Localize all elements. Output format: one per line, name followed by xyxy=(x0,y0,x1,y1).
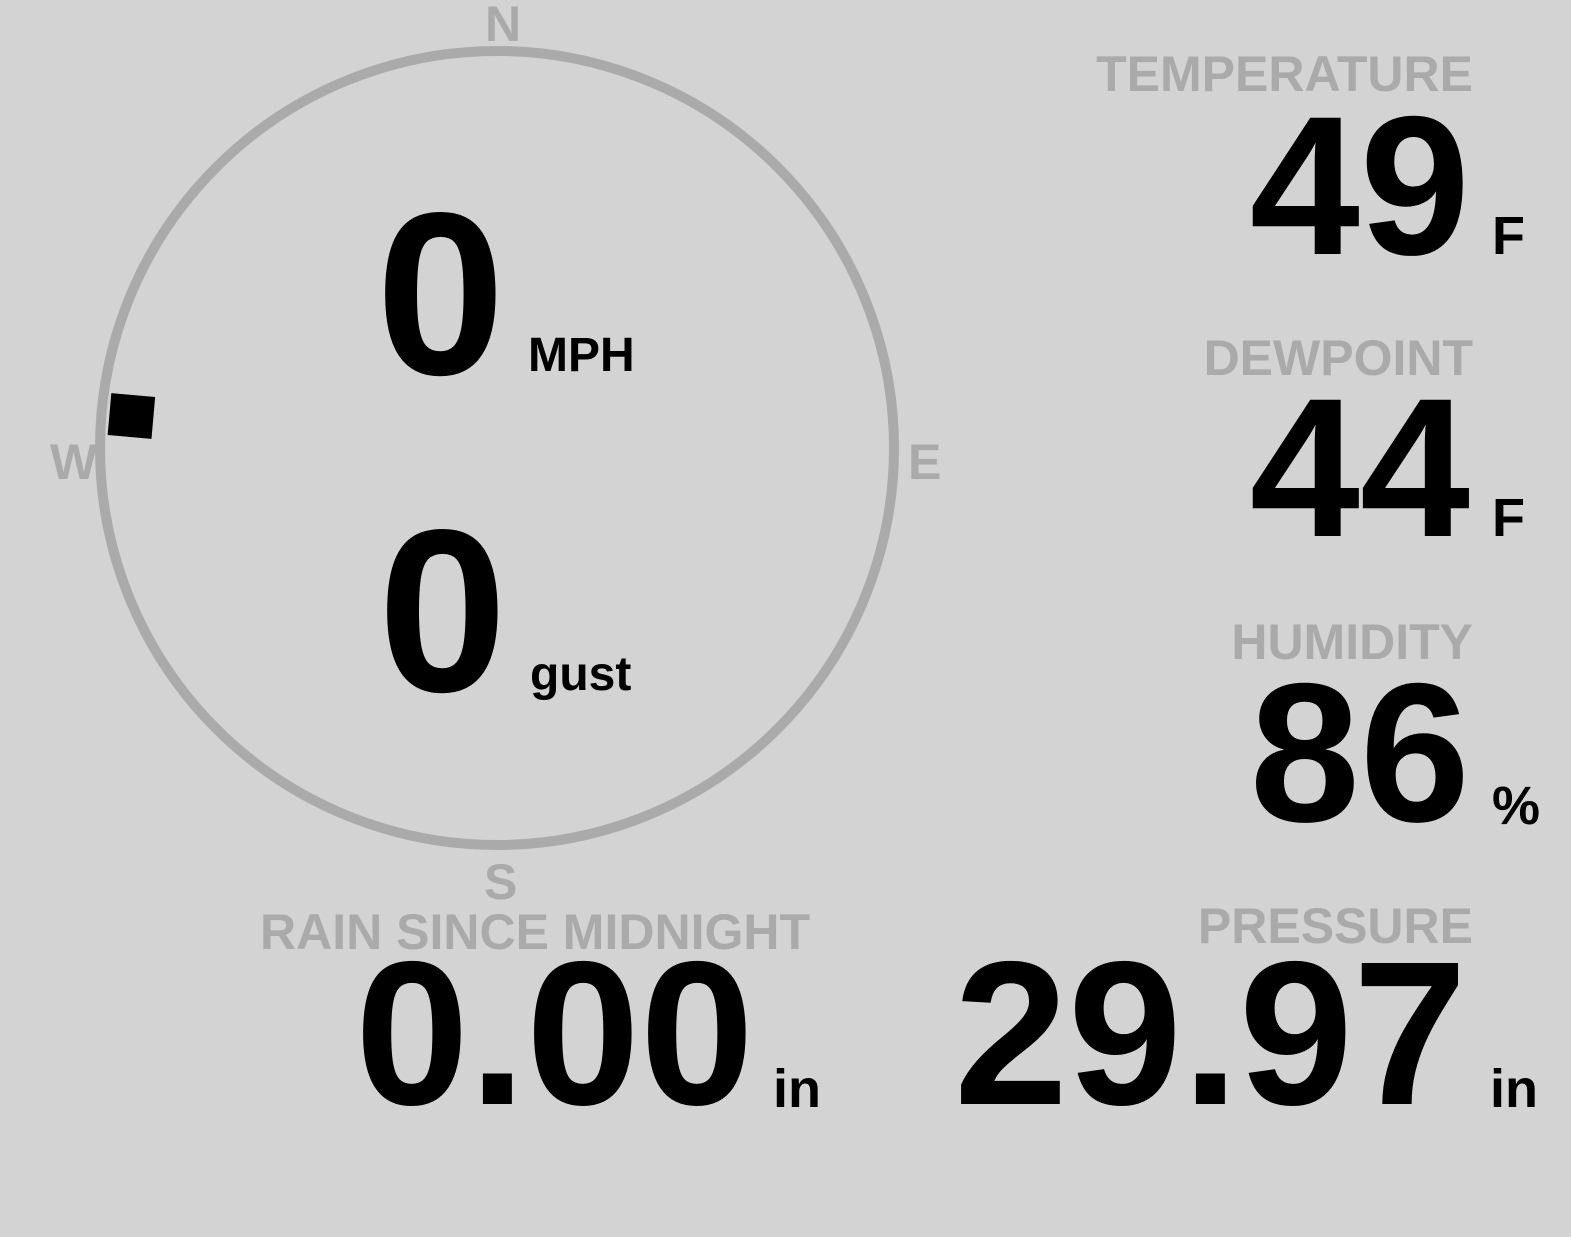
compass-ring xyxy=(95,46,899,850)
wind-gust-unit: gust xyxy=(530,648,632,701)
humidity-unit: % xyxy=(1492,776,1541,836)
pressure-unit: in xyxy=(1490,1059,1538,1119)
dewpoint-label: DEWPOINT xyxy=(1203,330,1473,386)
pressure-label: PRESSURE xyxy=(1197,898,1473,954)
wind-gust-value: 0 xyxy=(378,482,508,741)
humidity-value: 86 xyxy=(1249,642,1470,863)
wind-speed-value: 0 xyxy=(376,165,506,424)
temperature-unit: F xyxy=(1492,206,1525,266)
wind-speed-unit: MPH xyxy=(528,329,635,382)
temperature-label: TEMPERATURE xyxy=(1096,46,1473,102)
compass-north: N xyxy=(485,0,522,52)
temperature-value: 49 xyxy=(1249,75,1470,296)
rain-unit: in xyxy=(773,1059,821,1119)
rain-value: 0.00 xyxy=(355,919,754,1148)
humidity-label: HUMIDITY xyxy=(1231,614,1473,670)
compass-east: E xyxy=(908,434,942,490)
pressure-value: 29.97 xyxy=(953,919,1467,1148)
compass-south: S xyxy=(484,854,518,910)
dewpoint-unit: F xyxy=(1492,488,1525,548)
compass-west: W xyxy=(50,434,98,490)
rain-label: RAIN SINCE MIDNIGHT xyxy=(260,904,810,960)
wind-direction-marker xyxy=(107,393,156,439)
dewpoint-value: 44 xyxy=(1249,357,1470,578)
